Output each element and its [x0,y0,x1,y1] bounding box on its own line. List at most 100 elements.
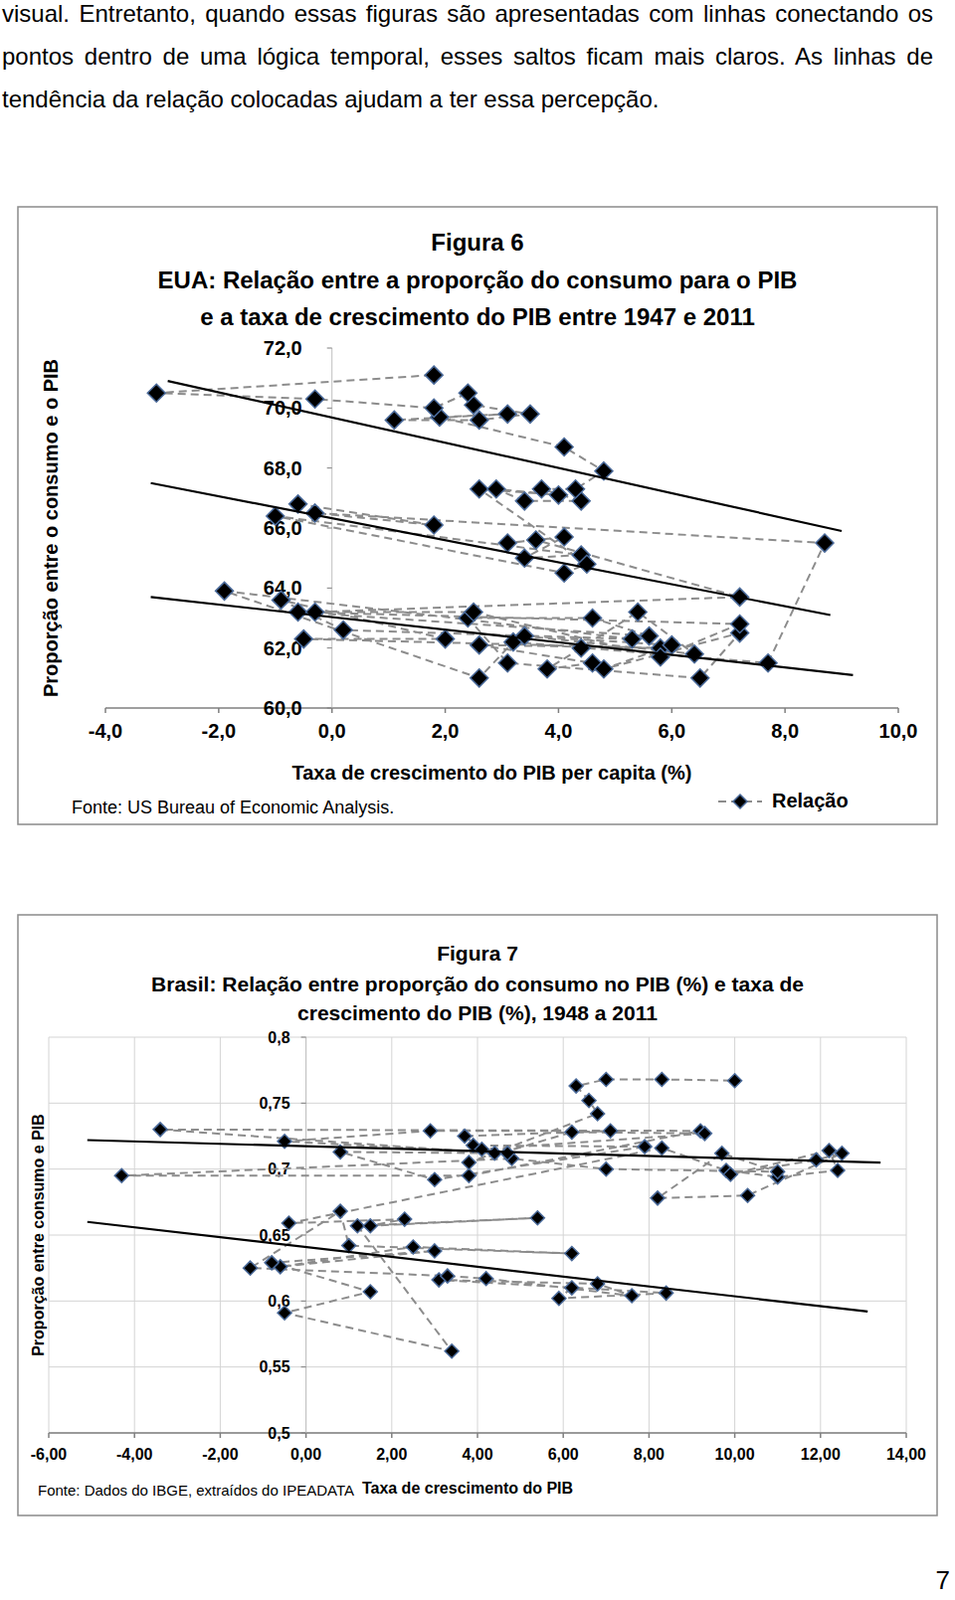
point [572,639,590,658]
x-tick-label: 0,0 [318,720,347,743]
point [577,555,596,573]
grid-line [648,1037,650,1434]
y-tick-label: 72,0 [263,337,303,360]
page-number: 7 [936,1565,951,1596]
point [741,1188,756,1203]
grid-line [48,1037,50,1434]
grid-line [390,1037,392,1434]
point [306,389,325,408]
point [590,1107,605,1122]
grid-line [477,1037,479,1434]
trend-line [87,1222,868,1313]
point [637,1140,652,1154]
point [731,615,750,634]
point [549,486,568,505]
point [532,480,551,499]
point [598,1072,613,1087]
point [500,1146,515,1161]
point [759,654,777,673]
point [527,531,546,550]
y-tick [327,528,333,530]
y-tick [301,1301,307,1303]
point [498,404,517,423]
point [555,564,573,582]
subtitle: Brasil: Relação entre proporção do consu… [151,972,804,996]
x-tick [219,1433,222,1439]
y-tick [301,1037,307,1039]
y-tick [301,1103,307,1105]
x-tick [783,708,786,714]
chart-frame [17,915,938,1517]
subtitle: EUA: Relação entre a proporção do consum… [158,266,798,294]
y-tick [301,1433,307,1435]
y-tick-label: 68,0 [263,457,303,480]
point [243,1261,258,1276]
title: Figura 7 [436,942,519,965]
connector-line [156,375,825,679]
point [397,1212,412,1227]
x-tick-label: 10,00 [715,1446,756,1464]
point [834,1146,849,1161]
point [384,410,403,429]
x-axis-title: Taxa de crescimento do PIB [362,1480,573,1498]
point [581,1094,596,1109]
source: Fonte: Dados do IBGE, extraídos do IPEAD… [37,1482,355,1500]
chart: Figura 7 Brasil: Relação entre proporção … [17,915,938,1517]
point [271,590,290,609]
y-tick [327,647,333,649]
subtitle: crescimento do PIB (%), 1948 a 2011 [297,1001,658,1025]
point [334,621,353,640]
point [651,648,670,667]
y-tick [301,1366,307,1368]
y-tick [327,467,333,469]
point [363,1219,378,1234]
x-tick [648,1433,651,1439]
point [538,660,557,679]
x-tick-label: 4,00 [461,1446,493,1464]
y-axis-title: Proporção entre consumo e PIB [29,1114,47,1357]
x-tick [734,1433,737,1439]
point [691,669,710,688]
point [424,516,443,535]
point [598,1162,613,1177]
point [470,480,489,499]
x-tick [897,708,900,714]
grid-line [734,1037,736,1434]
point [479,1272,494,1287]
y-tick-label: 60,0 [263,697,303,720]
point [565,1247,579,1262]
point [723,1167,738,1182]
point [628,602,647,621]
point [583,609,602,628]
x-tick-label: 8,00 [633,1446,665,1464]
x-tick [217,708,220,714]
trend-line [151,483,831,616]
connector-line [121,1079,842,1351]
point [114,1168,129,1183]
x-tick-label: 10,0 [879,720,919,743]
source: Fonte: US Bureau of Economic Analysis. [71,797,394,818]
legend-marker [733,794,748,809]
y-tick-label: 0,8 [267,1029,290,1047]
x-axis [105,707,899,710]
grid-line [906,1037,908,1434]
title: Figura 6 [430,228,524,256]
point [474,1143,489,1157]
point [153,1123,168,1138]
x-tick-label: 6,00 [548,1446,579,1464]
y-tick-label: 0,6 [267,1293,290,1311]
y-tick [327,407,333,409]
grid-line [134,1037,136,1434]
y-axis-title: Proporção entre o consumo e o PIB [39,359,62,698]
point [594,660,613,679]
x-tick-label: 14,00 [886,1446,927,1464]
plot-area [147,366,853,688]
point [281,1216,296,1231]
grid-line [819,1037,821,1434]
point [423,1124,438,1139]
grid-line [219,1037,221,1434]
trend-line [87,1140,881,1163]
point [569,1079,583,1094]
point [487,480,506,499]
point [461,1168,476,1183]
